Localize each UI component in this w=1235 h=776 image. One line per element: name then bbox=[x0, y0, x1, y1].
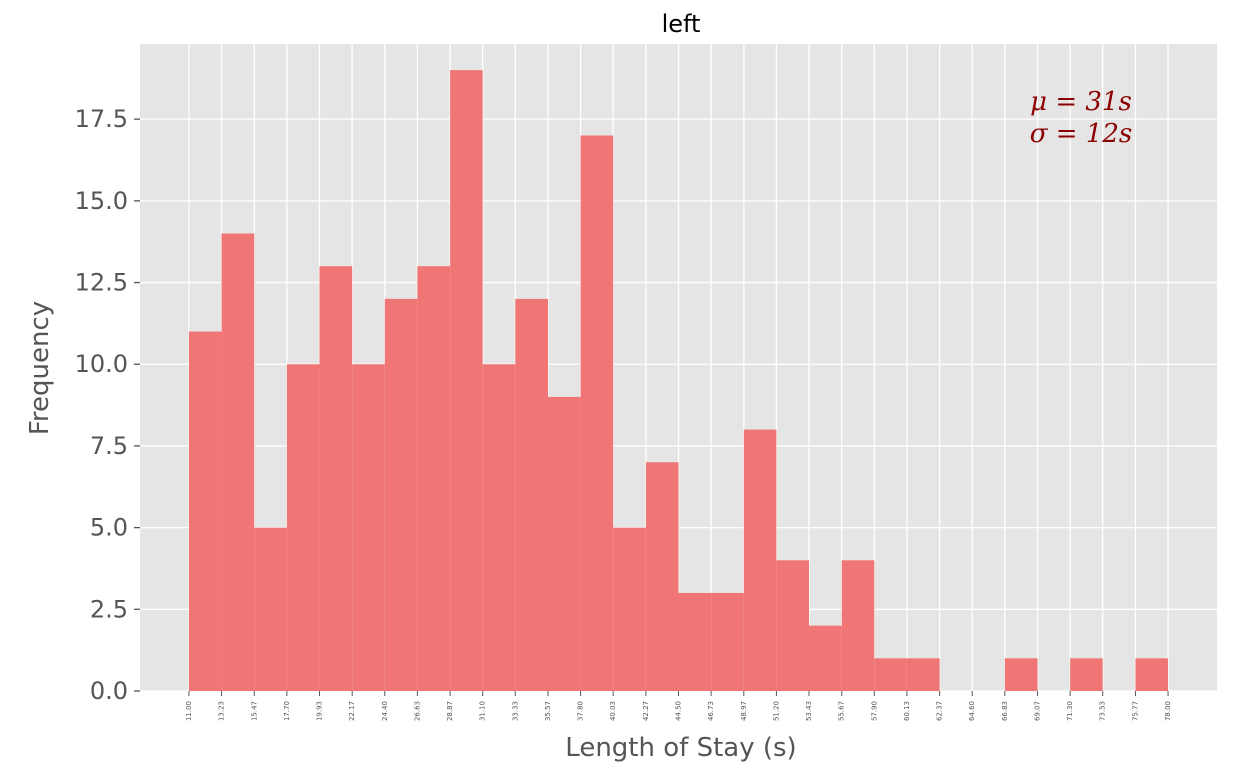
x-tick-label: 33.33 bbox=[511, 701, 519, 721]
histogram-bar bbox=[678, 592, 712, 691]
histogram-bar bbox=[515, 298, 549, 691]
chart-title: left bbox=[662, 10, 701, 38]
histogram-bar bbox=[548, 396, 581, 691]
x-tick-label: 24.40 bbox=[381, 701, 389, 721]
x-tick-label: 11.00 bbox=[185, 701, 193, 721]
histogram-bar bbox=[482, 364, 516, 691]
x-tick-label: 60.13 bbox=[903, 701, 911, 721]
x-tick-label: 17.70 bbox=[283, 701, 291, 721]
histogram-bar bbox=[613, 527, 646, 691]
histogram-bar bbox=[874, 658, 907, 691]
x-tick-label: 40.03 bbox=[609, 701, 617, 721]
histogram-bar bbox=[319, 266, 353, 691]
x-tick-label: 46.73 bbox=[707, 701, 715, 721]
x-tick-label: 31.10 bbox=[479, 701, 487, 721]
x-tick-label: 26.63 bbox=[413, 701, 421, 721]
x-axis-ticks: 11.00 13.23 15.47 17.70 19.93 22.17 24.40 26.63… bbox=[185, 691, 1172, 721]
x-tick-label: 75.77 bbox=[1131, 701, 1139, 721]
x-tick-label: 51.20 bbox=[772, 701, 780, 721]
x-tick-label: 64.60 bbox=[968, 701, 976, 721]
y-tick-label: 12.5 bbox=[75, 269, 128, 297]
y-tick-label: 15.0 bbox=[75, 187, 128, 215]
histogram-bar bbox=[841, 560, 875, 691]
x-axis-label: Length of Stay (s) bbox=[565, 733, 796, 763]
x-tick-label: 35.57 bbox=[544, 701, 552, 721]
x-tick-label: 19.93 bbox=[315, 701, 323, 721]
histogram-bar bbox=[808, 625, 842, 691]
x-tick-label: 44.50 bbox=[675, 701, 683, 721]
x-tick-label: 22.17 bbox=[348, 701, 356, 721]
histogram-bar bbox=[286, 364, 320, 691]
x-tick-label: 78.00 bbox=[1164, 701, 1172, 721]
x-tick-label: 55.67 bbox=[838, 701, 846, 721]
x-tick-label: 53.43 bbox=[805, 701, 813, 721]
histogram-bar bbox=[352, 364, 385, 691]
x-tick-label: 62.37 bbox=[936, 701, 944, 721]
histogram-bar bbox=[221, 233, 255, 691]
histogram-bar bbox=[906, 658, 940, 691]
x-tick-label: 71.30 bbox=[1066, 701, 1074, 721]
histogram-bar bbox=[645, 462, 679, 691]
y-tick-label: 5.0 bbox=[90, 514, 128, 542]
histogram-bar bbox=[711, 592, 744, 691]
histogram-bar bbox=[776, 560, 809, 691]
histogram-bar bbox=[188, 331, 222, 691]
histogram-bar bbox=[743, 429, 777, 691]
std-annotation: σ = 12s bbox=[1030, 119, 1133, 149]
histogram-bar bbox=[450, 70, 483, 691]
x-tick-label: 13.23 bbox=[218, 701, 226, 721]
y-tick-label: 17.5 bbox=[75, 105, 128, 133]
x-tick-label: 15.47 bbox=[250, 701, 258, 721]
y-axis-ticks: 0.0 2.5 5.0 7.5 10.0 12.5 15.0 17.5 bbox=[75, 105, 140, 705]
x-tick-label: 28.87 bbox=[446, 701, 454, 721]
histogram-bar bbox=[1135, 658, 1169, 691]
histogram-bar bbox=[384, 298, 418, 691]
y-tick-label: 7.5 bbox=[90, 432, 128, 460]
y-axis-label: Frequency bbox=[25, 301, 55, 435]
x-tick-label: 69.07 bbox=[1034, 701, 1042, 721]
mean-annotation: μ = 31s bbox=[1030, 87, 1132, 117]
histogram-bar bbox=[1004, 658, 1038, 691]
bars bbox=[188, 70, 1169, 692]
x-tick-label: 57.90 bbox=[870, 701, 878, 721]
y-tick-label: 10.0 bbox=[75, 350, 128, 378]
histogram-bar bbox=[417, 266, 451, 691]
x-tick-label: 48.97 bbox=[740, 701, 748, 721]
x-tick-label: 37.80 bbox=[577, 701, 585, 721]
x-tick-label: 73.53 bbox=[1099, 701, 1107, 721]
histogram-bar bbox=[254, 527, 287, 691]
x-tick-label: 66.83 bbox=[1001, 701, 1009, 721]
histogram-bar bbox=[580, 135, 614, 692]
x-tick-label: 42.27 bbox=[642, 701, 650, 721]
y-tick-label: 2.5 bbox=[90, 595, 128, 623]
y-tick-label: 0.0 bbox=[90, 677, 128, 705]
histogram-bar bbox=[1070, 658, 1103, 691]
